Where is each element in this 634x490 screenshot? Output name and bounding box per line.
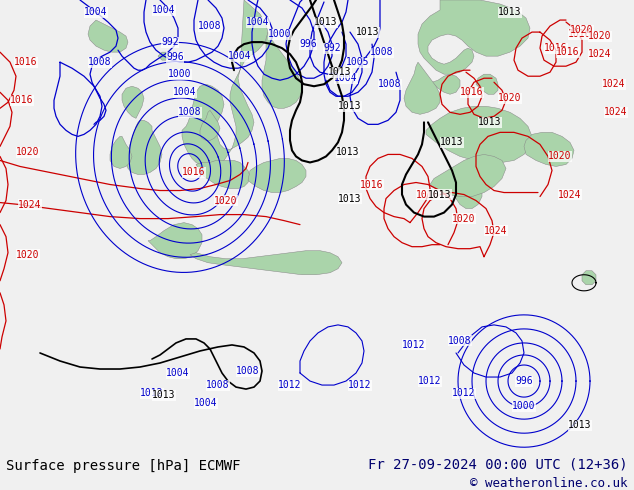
Text: 1013: 1013 [478,117,501,127]
Polygon shape [200,110,220,141]
Text: 1013: 1013 [568,420,592,430]
Polygon shape [182,0,268,167]
Text: 1016: 1016 [10,95,34,105]
Text: 1013: 1013 [339,101,362,111]
Polygon shape [404,62,440,114]
Text: 1008: 1008 [236,366,260,376]
Text: 1024: 1024 [604,107,628,117]
Text: 1020: 1020 [498,93,522,103]
Text: 1013: 1013 [440,137,463,147]
Text: 1020: 1020 [214,196,238,205]
Text: 1016: 1016 [568,29,592,39]
Text: 1024: 1024 [588,49,612,59]
Polygon shape [110,136,132,169]
Text: 1000: 1000 [168,69,191,79]
Text: 1000: 1000 [268,29,292,39]
Text: 996: 996 [166,52,184,62]
Text: 1005: 1005 [346,57,370,67]
Text: 1008: 1008 [206,380,230,390]
Text: 1024: 1024 [18,199,42,210]
Polygon shape [148,222,202,259]
Polygon shape [158,52,168,60]
Text: 1008: 1008 [448,336,472,346]
Polygon shape [190,251,342,275]
Text: 1013: 1013 [356,27,380,37]
Text: 1008: 1008 [88,57,112,67]
Polygon shape [476,74,498,94]
Text: 1016: 1016 [182,168,206,177]
Text: 1024: 1024 [484,225,508,236]
Polygon shape [426,106,532,163]
Text: 1013: 1013 [336,147,359,157]
Polygon shape [88,20,128,52]
Text: 1013: 1013 [498,7,522,17]
Polygon shape [248,158,306,193]
Text: 1004: 1004 [334,73,358,83]
Text: 1020: 1020 [16,250,40,260]
Text: © weatheronline.co.uk: © weatheronline.co.uk [470,477,628,490]
Text: 996: 996 [299,39,317,49]
Text: 1016: 1016 [544,43,568,53]
Text: 1004: 1004 [228,51,252,61]
Text: 1013: 1013 [152,390,176,400]
Text: 1016: 1016 [460,87,484,97]
Text: Surface pressure [hPa] ECMWF: Surface pressure [hPa] ECMWF [6,459,241,473]
Text: 1024: 1024 [602,79,626,89]
Text: 992: 992 [161,37,179,47]
Polygon shape [262,32,302,108]
Text: 1013: 1013 [314,17,338,27]
Text: 1020: 1020 [16,147,40,157]
Text: 1008: 1008 [198,21,222,31]
Text: 1012: 1012 [278,380,302,390]
Text: 1008: 1008 [378,79,402,89]
Text: 1004: 1004 [166,368,190,378]
Text: 1004: 1004 [246,17,269,27]
Polygon shape [452,178,482,209]
Text: 1016: 1016 [556,47,579,57]
Text: 1020: 1020 [588,31,612,41]
Polygon shape [126,121,162,174]
Polygon shape [432,114,488,150]
Text: 1012: 1012 [402,340,426,350]
Polygon shape [418,0,530,74]
Text: 1008: 1008 [178,107,202,117]
Text: 1016: 1016 [14,57,38,67]
Text: 1004: 1004 [84,7,108,17]
Text: 1012: 1012 [348,380,372,390]
Text: Fr 27-09-2024 00:00 UTC (12+36): Fr 27-09-2024 00:00 UTC (12+36) [368,457,628,471]
Text: 1004: 1004 [194,398,217,408]
Text: 1016: 1016 [360,179,384,190]
Text: 1020: 1020 [548,151,572,161]
Polygon shape [430,154,506,196]
Text: 1016: 1016 [417,190,440,199]
Polygon shape [122,86,144,118]
Polygon shape [582,271,596,285]
Text: 996: 996 [515,376,533,386]
Text: 1004: 1004 [152,5,176,15]
Text: 1012: 1012 [140,388,164,398]
Polygon shape [196,160,250,189]
Text: 1000: 1000 [512,401,536,411]
Text: 1013: 1013 [339,194,362,203]
Text: 1024: 1024 [559,190,582,199]
Text: 1020: 1020 [570,25,594,35]
Text: 1013: 1013 [328,67,352,77]
Text: 1012: 1012 [418,376,442,386]
Polygon shape [432,74,460,94]
Text: 1012: 1012 [452,388,476,398]
Polygon shape [524,132,574,167]
Text: 1008: 1008 [370,47,394,57]
Text: 1004: 1004 [173,87,197,97]
Text: 1013: 1013 [428,190,452,199]
Text: 992: 992 [323,43,341,53]
Text: 1020: 1020 [452,214,476,223]
